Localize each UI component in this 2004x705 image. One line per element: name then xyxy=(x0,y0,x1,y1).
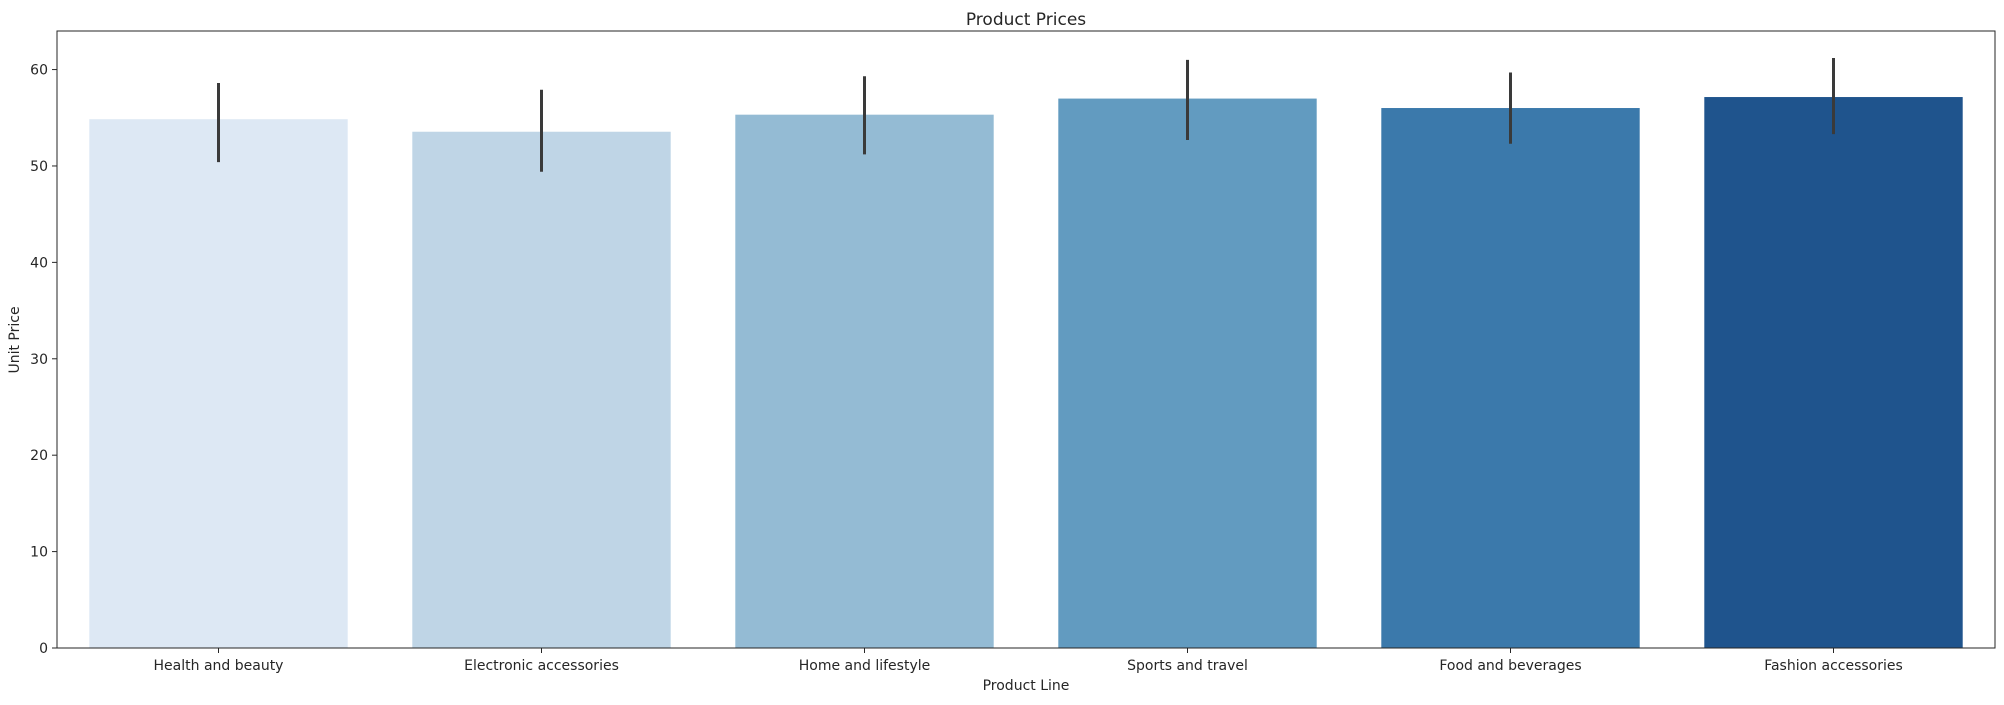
axes-frame xyxy=(56,30,1996,649)
y-axis-label: Unit Price xyxy=(7,306,23,373)
y-tick-label: 10 xyxy=(30,545,48,561)
x-axis-label: Product Line xyxy=(983,678,1070,694)
y-tick-label: 0 xyxy=(39,641,48,657)
bar xyxy=(1704,97,1963,649)
y-tick-label: 50 xyxy=(30,159,48,175)
bar xyxy=(1058,98,1317,648)
bar xyxy=(1381,108,1640,649)
chart-title: Product Prices xyxy=(966,10,1086,30)
y-tick-label: 30 xyxy=(30,352,48,368)
bar xyxy=(735,114,994,649)
x-tick-label: Electronic accessories xyxy=(464,658,619,674)
y-tick-label: 60 xyxy=(30,63,48,79)
x-tick-label: Sports and travel xyxy=(1127,658,1248,674)
x-tick-label: Health and beauty xyxy=(154,658,284,674)
y-tick-label: 40 xyxy=(30,255,48,271)
bar xyxy=(412,131,671,649)
x-tick-label: Home and lifestyle xyxy=(799,658,930,674)
bar xyxy=(89,119,348,648)
x-tick-label: Food and beverages xyxy=(1439,658,1581,674)
x-tick-label: Fashion accessories xyxy=(1764,658,1903,674)
y-tick-label: 20 xyxy=(30,448,48,464)
plot-area: Health and beauty Electronic accessories H… xyxy=(30,30,1996,674)
